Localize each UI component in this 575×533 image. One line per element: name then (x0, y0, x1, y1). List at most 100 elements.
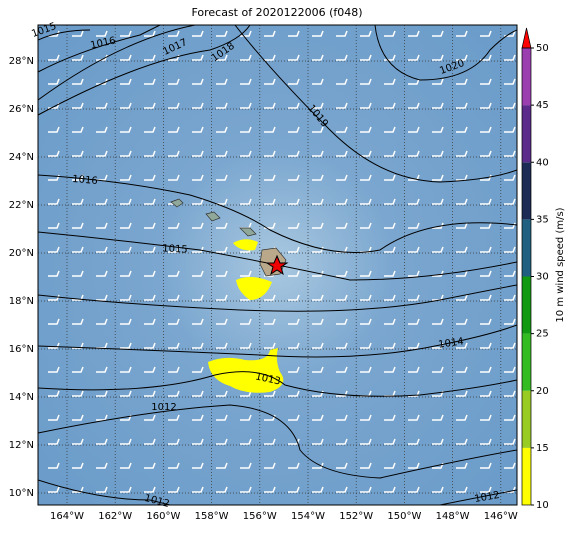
wind-barb (384, 174, 396, 181)
wind-barb (312, 126, 324, 133)
wind-barb (168, 174, 180, 181)
wind-barb (48, 438, 60, 445)
wind-barb (408, 102, 420, 109)
wind-barb (288, 102, 300, 109)
wind-barb (360, 414, 372, 421)
wind-barb (48, 78, 60, 85)
colorbar-tick-label: 30 (536, 272, 549, 283)
wind-barb (192, 294, 204, 301)
wind-barb (120, 294, 132, 301)
wind-barb (240, 78, 252, 85)
wind-barb (96, 222, 108, 229)
wind-barb (336, 390, 348, 397)
wind-barb (312, 318, 324, 325)
wind-barb (456, 390, 468, 397)
wind-barb (192, 462, 204, 469)
wind-barb (360, 270, 372, 277)
wind-barb (168, 222, 180, 229)
wind-barb (456, 126, 468, 133)
wind-barb (408, 78, 420, 85)
wind-barb (240, 102, 252, 109)
wind-barb (216, 438, 228, 445)
wind-barb (96, 318, 108, 325)
wind-barb (504, 414, 516, 421)
wind-barb (480, 246, 492, 253)
lat-tick-label: 20°N (9, 248, 34, 259)
wind-barb (312, 174, 324, 181)
wind-barb (144, 486, 156, 493)
colorbar-segment (522, 276, 531, 334)
wind-barb (96, 246, 108, 253)
wind-barb (96, 294, 108, 301)
wind-barb (48, 150, 60, 157)
wind-barb (336, 54, 348, 61)
wind-barb (120, 54, 132, 61)
wind-barb (168, 126, 180, 133)
wind-barb (264, 126, 276, 133)
wind-barb (288, 342, 300, 349)
wind-barb (72, 462, 84, 469)
wind-barb (240, 150, 252, 157)
wind-barb (408, 150, 420, 157)
wind-barb (504, 294, 516, 301)
wind-barb (96, 486, 108, 493)
wind-barb (408, 30, 420, 37)
wind-barb (288, 270, 300, 277)
wind-barb (240, 462, 252, 469)
wind-barb (192, 30, 204, 37)
wind-barb (72, 54, 84, 61)
wind-barb (360, 366, 372, 373)
wind-barb (408, 486, 420, 493)
wind-barb (120, 318, 132, 325)
wind-barb (264, 102, 276, 109)
wind-barb (336, 414, 348, 421)
wind-barb (288, 174, 300, 181)
wind-barb (432, 78, 444, 85)
lon-tick-label: 152°W (339, 511, 373, 522)
location-star (265, 254, 289, 276)
wind-barb (504, 438, 516, 445)
wind-barb (456, 318, 468, 325)
wind-barb (312, 486, 324, 493)
wind-barb (264, 30, 276, 37)
wind-barb (504, 102, 516, 109)
wind-barb (264, 150, 276, 157)
wind-barb (192, 198, 204, 205)
wind-barb (192, 390, 204, 397)
wind-barb (216, 222, 228, 229)
wind-barb (192, 366, 204, 373)
wind-barb (360, 222, 372, 229)
wind-barb (456, 246, 468, 253)
wind-barb (504, 54, 516, 61)
wind-barb (264, 390, 276, 397)
wind-barb (240, 270, 252, 277)
wind-barb (288, 54, 300, 61)
wind-barb (336, 198, 348, 205)
colorbar-tick-label: 45 (536, 100, 549, 111)
wind-barb (408, 126, 420, 133)
wind-barb (240, 174, 252, 181)
wind-barb (480, 318, 492, 325)
wind-barb (216, 342, 228, 349)
colorbar-tick-label: 20 (536, 386, 549, 397)
wind-barb (120, 366, 132, 373)
wind-barb (144, 126, 156, 133)
wind-barb (144, 30, 156, 37)
wind-barb (192, 126, 204, 133)
wind-barb (432, 270, 444, 277)
wind-barb (432, 150, 444, 157)
wind-barb (288, 294, 300, 301)
wind-barb (432, 486, 444, 493)
wind-barb (504, 318, 516, 325)
wind-barb (120, 222, 132, 229)
wind-barb (288, 438, 300, 445)
lon-tick-label: 164°W (50, 511, 84, 522)
wind-barb (432, 126, 444, 133)
wind-barb (240, 414, 252, 421)
wind-barb (336, 318, 348, 325)
wind-barb (216, 246, 228, 253)
wind-barb (240, 486, 252, 493)
wind-barb (264, 78, 276, 85)
isobars (38, 25, 517, 505)
wind-barb (456, 486, 468, 493)
